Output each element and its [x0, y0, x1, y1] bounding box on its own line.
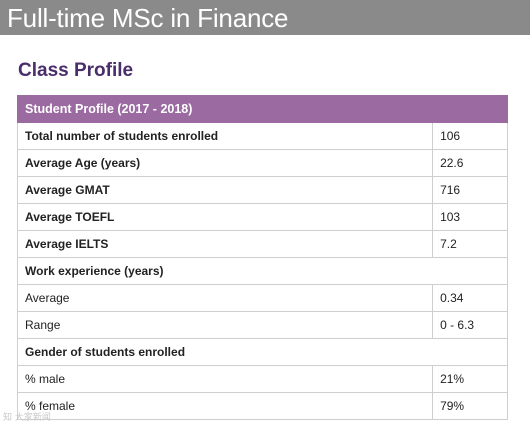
row-value: 103	[432, 203, 508, 231]
table-row: Average Age (years) 22.6	[16, 149, 508, 177]
student-profile-table: Student Profile (2017 - 2018) Total numb…	[16, 95, 508, 420]
table-header-row: Student Profile (2017 - 2018)	[17, 95, 508, 123]
table-section-row: Gender of students enrolled	[17, 338, 508, 366]
section-label-gender: Gender of students enrolled	[17, 338, 508, 366]
row-label: Average TOEFL	[16, 203, 434, 231]
row-label: % female	[16, 392, 434, 420]
row-value: 22.6	[432, 149, 508, 177]
table-row: % female 79%	[16, 392, 508, 420]
banner-title: Full-time MSc in Finance	[7, 3, 289, 33]
section-label-work-experience: Work experience (years)	[17, 257, 508, 285]
row-value: 79%	[432, 392, 508, 420]
table-row: Total number of students enrolled 106	[16, 122, 508, 150]
section-title: Class Profile	[18, 60, 134, 81]
row-value: 0.34	[432, 284, 508, 312]
table-row: Average IELTS 7.2	[16, 230, 508, 258]
row-label: % male	[16, 365, 434, 393]
row-label: Average IELTS	[16, 230, 434, 258]
watermark-text: 知 大家新闻	[3, 413, 51, 423]
table-section-row: Work experience (years)	[17, 257, 508, 285]
row-value: 7.2	[432, 230, 508, 258]
row-value: 106	[432, 122, 508, 150]
table-row: Average TOEFL 103	[16, 203, 508, 231]
row-label: Average GMAT	[16, 176, 434, 204]
page-banner: Full-time MSc in Finance	[0, 0, 530, 35]
row-label: Total number of students enrolled	[16, 122, 434, 150]
table-row: Average GMAT 716	[16, 176, 508, 204]
table-header: Student Profile (2017 - 2018)	[17, 95, 508, 123]
table-row: % male 21%	[16, 365, 508, 393]
row-label: Range	[16, 311, 434, 339]
row-label: Average Age (years)	[16, 149, 434, 177]
row-value: 716	[432, 176, 508, 204]
table-row: Range 0 - 6.3	[16, 311, 508, 339]
row-label: Average	[16, 284, 434, 312]
row-value: 21%	[432, 365, 508, 393]
row-value: 0 - 6.3	[432, 311, 508, 339]
table-row: Average 0.34	[16, 284, 508, 312]
